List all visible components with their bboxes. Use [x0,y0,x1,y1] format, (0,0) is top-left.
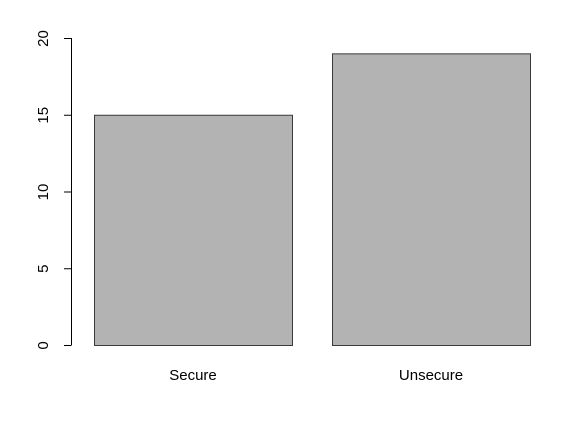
y-axis: 0 5 10 15 20 [35,30,72,350]
y-tick-label-15: 15 [35,107,52,124]
x-axis-labels: Secure Unsecure [169,367,463,384]
y-tick-label-5: 5 [35,265,52,273]
bar-secure [94,114,293,346]
y-tick-label-0: 0 [35,341,52,349]
y-tick-label-20: 20 [35,30,52,47]
bars-layer [94,53,531,346]
y-tick-label-10: 10 [35,184,52,201]
x-label-unsecure: Unsecure [399,367,463,384]
bar-unsecure [332,53,531,346]
x-label-secure: Secure [169,367,217,384]
